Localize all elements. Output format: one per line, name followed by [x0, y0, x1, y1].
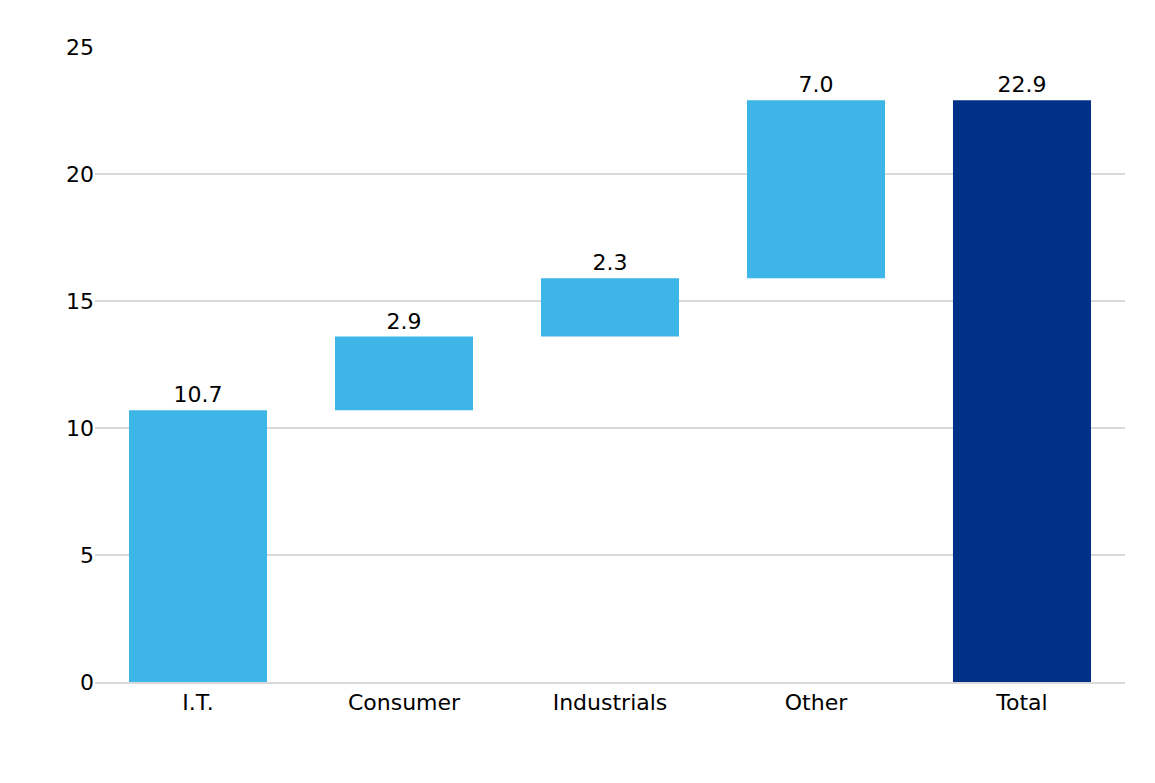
- svg-text:7.0: 7.0: [799, 72, 834, 97]
- svg-text:22.9: 22.9: [998, 72, 1047, 97]
- svg-text:Total: Total: [995, 690, 1047, 715]
- svg-text:15: 15: [66, 289, 94, 314]
- svg-text:Industrials: Industrials: [553, 690, 668, 715]
- svg-text:I.T.: I.T.: [182, 690, 213, 715]
- svg-text:Consumer: Consumer: [348, 690, 461, 715]
- svg-text:Other: Other: [785, 690, 848, 715]
- svg-text:10: 10: [66, 416, 94, 441]
- svg-text:25: 25: [66, 35, 94, 60]
- svg-text:20: 20: [66, 162, 94, 187]
- svg-text:2.3: 2.3: [593, 250, 628, 275]
- svg-text:5: 5: [80, 543, 94, 568]
- svg-text:2.9: 2.9: [387, 309, 422, 334]
- svg-text:10.7: 10.7: [174, 382, 223, 407]
- svg-text:0: 0: [80, 670, 94, 695]
